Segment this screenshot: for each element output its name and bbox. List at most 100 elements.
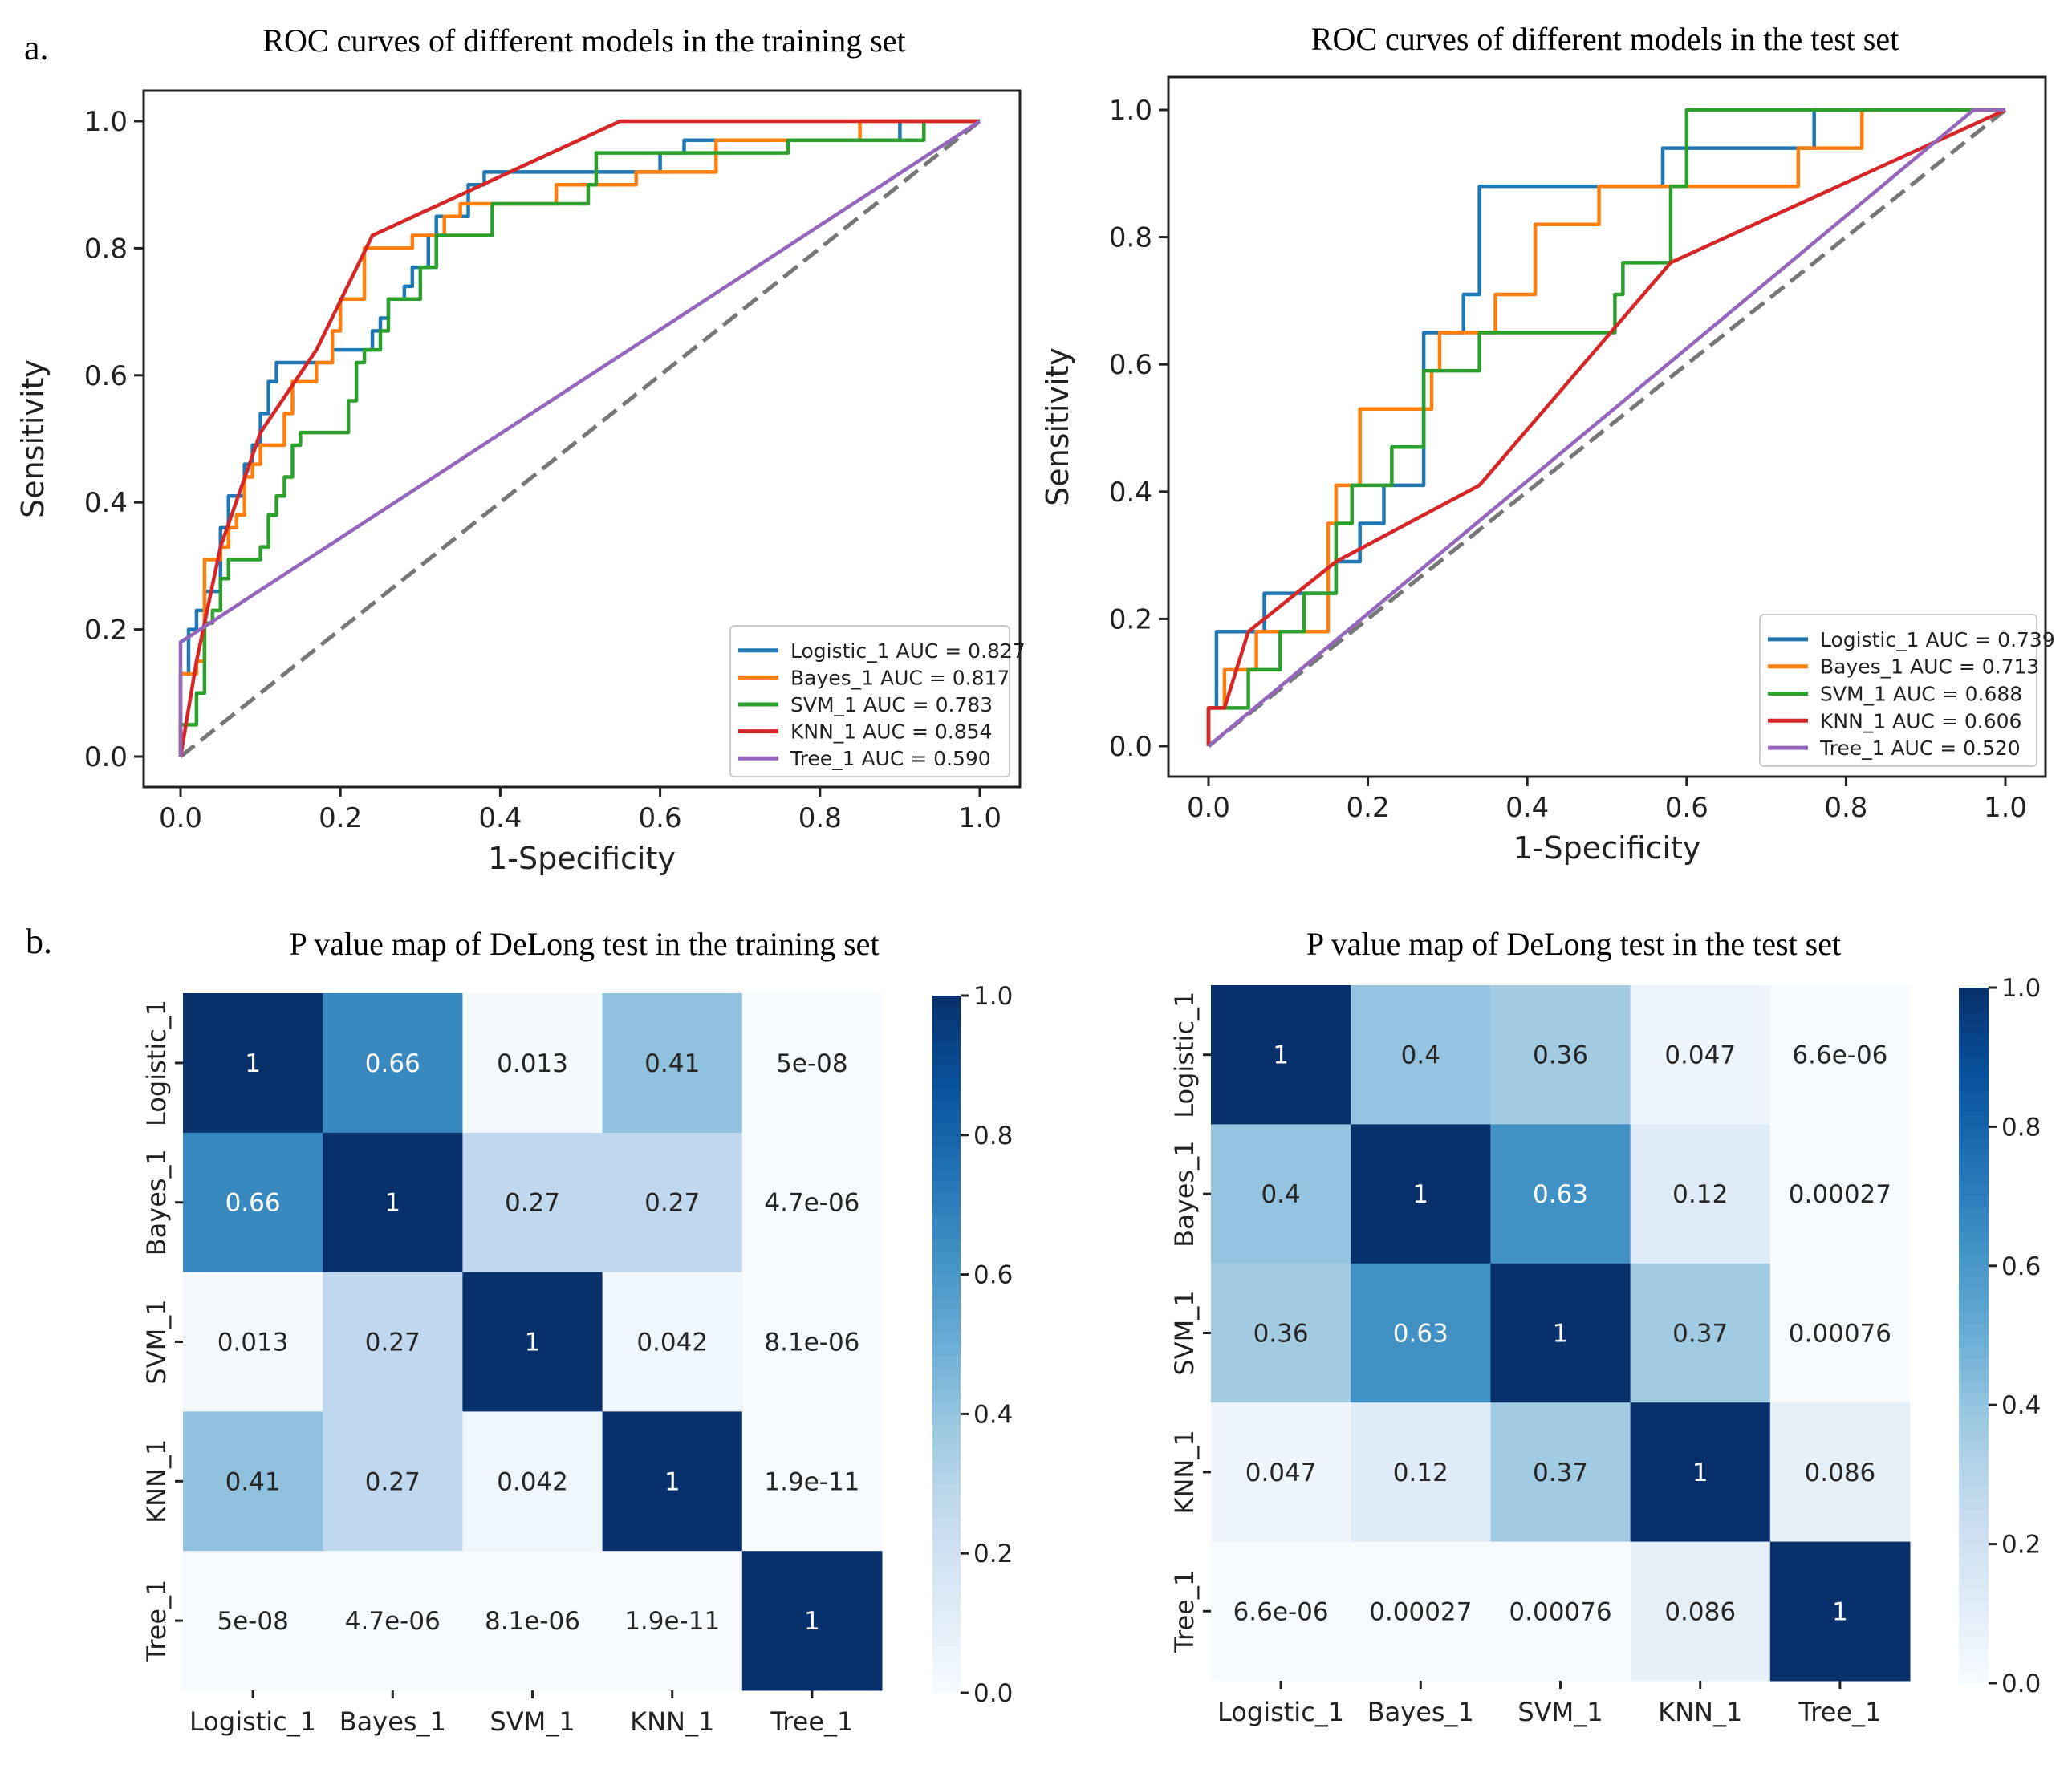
heatmap-cell-label: 0.27 (644, 1189, 700, 1218)
colorbar-segment (1959, 1161, 1989, 1174)
colorbar-segment (1959, 1045, 1989, 1058)
colorbar-segment (932, 1588, 961, 1601)
colorbar-segment (1959, 1358, 1989, 1371)
heatmap-cell (1769, 1541, 1911, 1682)
heatmap-cell-label: 0.047 (1245, 1459, 1317, 1487)
colorbar-segment (1959, 1103, 1989, 1116)
heatmap-cell (1490, 1402, 1631, 1543)
legend-label: KNN_1 AUC = 0.854 (790, 720, 992, 744)
colorbar-segment (932, 1414, 961, 1426)
colorbar-segment (932, 1367, 961, 1380)
colorbar-segment (932, 1344, 961, 1357)
colorbar-segment (1959, 1520, 1989, 1533)
heatmap-cell (602, 1272, 743, 1412)
colorbar-segment (1959, 1544, 1989, 1556)
heatmap-cell-label: 5e-08 (217, 1607, 288, 1636)
colorbar-segment (932, 1518, 961, 1532)
roc-line-tree_1 (1207, 108, 2005, 748)
colorbar-segment (932, 1158, 961, 1171)
colorbar-segment (1959, 1486, 1989, 1499)
colorbar-segment (1959, 1567, 1989, 1580)
heatmap-cell (1211, 985, 1351, 1125)
colorbar-segment (932, 1146, 961, 1159)
roc-line-knn_1 (1206, 108, 2006, 746)
heatmap-cell (1490, 1124, 1631, 1264)
y-tick-label: KNN_1 (141, 1439, 172, 1524)
heatmap-cell (323, 1411, 463, 1552)
heatmap-cell (1211, 1124, 1351, 1264)
heatmap-cell (1351, 1124, 1491, 1264)
heatmap-cell-label: 1 (384, 1189, 400, 1218)
heatmap-cell (1769, 1402, 1911, 1543)
heatmap-cell (183, 1411, 323, 1552)
heatmap-cell (1630, 1402, 1771, 1543)
colorbar-tick-label: 0.2 (2001, 1531, 2041, 1560)
heatmap-cell (183, 993, 323, 1134)
colorbar-segment (932, 996, 961, 1008)
heatmap-cell-label: 8.1e-06 (764, 1329, 859, 1357)
colorbar-segment (1959, 1184, 1989, 1197)
y-tick-label: Bayes_1 (141, 1149, 172, 1256)
colorbar-segment (932, 1170, 961, 1183)
colorbar-segment (932, 1227, 961, 1240)
colorbar-segment (1959, 1069, 1989, 1081)
roc-chart-training: ROC curves of different models in the tr… (15, 22, 1026, 876)
colorbar-segment (1959, 1335, 1989, 1348)
heatmap-cell (1630, 985, 1771, 1125)
chart-title: ROC curves of different models in the te… (1311, 21, 1899, 57)
x-tick-label: 1.0 (958, 802, 1001, 834)
colorbar-segment (1959, 1346, 1989, 1360)
heatmap-cell-label: 0.00027 (1369, 1597, 1472, 1626)
x-tick-label: 0.6 (1665, 792, 1708, 824)
heatmap-cell-label: 1 (804, 1607, 820, 1636)
colorbar-segment (932, 1007, 961, 1020)
reference-diagonal-line (179, 120, 981, 758)
colorbar-segment (1959, 1092, 1989, 1105)
heatmap-cell (1769, 985, 1911, 1125)
x-tick-label: Tree_1 (770, 1706, 853, 1737)
legend-label: Bayes_1 AUC = 0.713 (1820, 655, 2039, 679)
y-tick-label: 0.6 (1109, 349, 1152, 381)
colorbar-segment (932, 1634, 961, 1647)
heatmap-cell (1351, 1263, 1491, 1403)
y-tick-label: 0.4 (84, 487, 128, 519)
heatmap-cell-label: 1 (245, 1049, 261, 1078)
colorbar-tick-label: 1.0 (2001, 974, 2041, 1003)
heatmap-cell-label: 4.7e-06 (764, 1189, 859, 1218)
colorbar-segment (1959, 1265, 1989, 1279)
y-tick-label: SVM_1 (141, 1299, 172, 1384)
y-axis-label: Sensitivity (15, 359, 51, 518)
colorbar-segment (932, 1297, 961, 1310)
y-tick-label: SVM_1 (1169, 1290, 1200, 1375)
x-axis-label: 1-Specificity (488, 841, 676, 876)
colorbar-segment (932, 1309, 961, 1322)
roc-line-svm_1 (1206, 108, 2005, 746)
colorbar-segment (932, 1193, 961, 1206)
x-tick-label: KNN_1 (630, 1706, 714, 1737)
x-tick-label: 0.2 (319, 802, 362, 834)
colorbar-segment (932, 1681, 961, 1694)
x-tick-label: 0.4 (1505, 792, 1549, 824)
heatmap-cell (1769, 1124, 1911, 1264)
heatmap-cell-label: 0.12 (1672, 1180, 1728, 1209)
legend-label: Tree_1 AUC = 0.590 (790, 747, 991, 770)
y-tick-label: 0.0 (84, 741, 128, 773)
colorbar-segment (932, 1134, 961, 1148)
colorbar-segment (1959, 1474, 1989, 1487)
colorbar-segment (932, 1030, 961, 1043)
colorbar-tick-label: 0.2 (973, 1540, 1013, 1568)
y-tick-label: 0.6 (84, 360, 128, 392)
heatmap-cell (1630, 1541, 1771, 1682)
legend-label: Logistic_1 AUC = 0.739 (1820, 628, 2055, 651)
colorbar-segment (1959, 1219, 1989, 1232)
colorbar-segment (1959, 1671, 1989, 1684)
colorbar-segment (1959, 1231, 1989, 1244)
colorbar-tick-label: 0.8 (2001, 1113, 2041, 1142)
heatmap-cell-label: 0.047 (1664, 1041, 1736, 1070)
heatmap-cell (1351, 1541, 1491, 1682)
colorbar-segment (1959, 1022, 1989, 1035)
heatmap-cell-label: 0.013 (497, 1049, 568, 1078)
y-tick-label: KNN_1 (1169, 1430, 1200, 1514)
heatmap-cell-label: 1 (1692, 1459, 1708, 1487)
